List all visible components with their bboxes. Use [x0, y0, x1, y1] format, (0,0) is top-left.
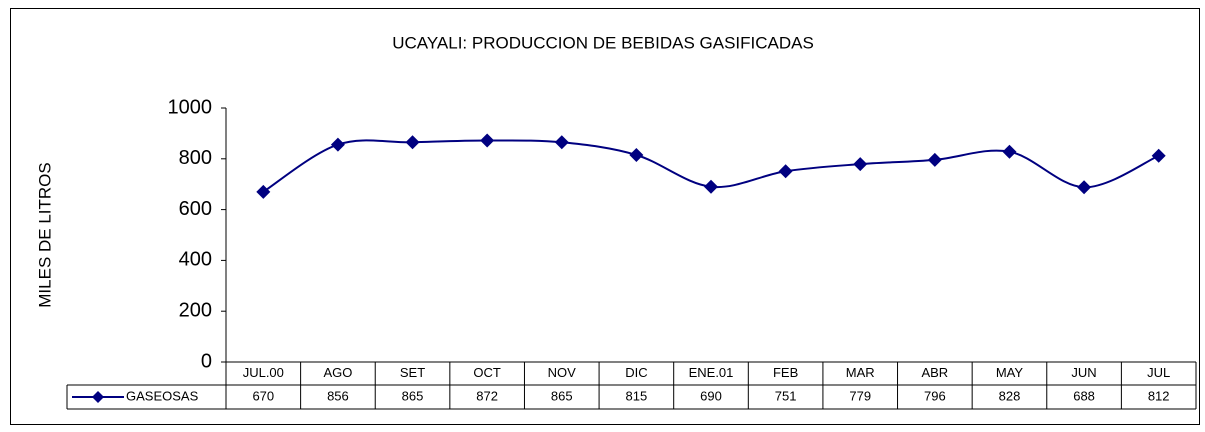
point-marker — [330, 137, 345, 152]
legend-label: GASEOSAS — [126, 388, 199, 403]
x-tick-label: MAY — [996, 365, 1024, 380]
x-tick-label: NOV — [548, 365, 577, 380]
x-tick-label: DIC — [625, 365, 647, 380]
point-marker — [927, 152, 942, 167]
table-value: 670 — [252, 388, 274, 403]
point-marker — [1151, 148, 1166, 163]
y-tick-label: 600 — [179, 198, 212, 220]
x-tick-label: JUL.00 — [243, 365, 284, 380]
table-value: 690 — [700, 388, 722, 403]
point-marker — [853, 157, 868, 172]
x-tick-label: JUL — [1147, 365, 1170, 380]
chart-frame — [10, 8, 1200, 425]
point-marker — [480, 133, 495, 148]
point-marker — [1002, 144, 1017, 159]
x-tick-label: AGO — [323, 365, 352, 380]
table-value: 865 — [402, 388, 424, 403]
table-value: 779 — [849, 388, 871, 403]
table-value: 812 — [1148, 388, 1170, 403]
x-tick-label: SET — [400, 365, 425, 380]
point-marker — [704, 179, 718, 194]
legend-marker — [92, 391, 104, 403]
table-value: 856 — [327, 388, 349, 403]
point-marker — [629, 147, 644, 162]
x-tick-label: ABR — [921, 365, 948, 380]
point-marker — [554, 135, 569, 150]
y-tick-label: 400 — [179, 249, 212, 271]
chart-title: UCAYALI: PRODUCCION DE BEBIDAS GASIFICAD… — [392, 33, 814, 52]
y-tick-label: 0 — [201, 350, 212, 372]
point-marker — [405, 135, 420, 150]
table-value: 865 — [551, 388, 573, 403]
x-tick-label: FEB — [773, 365, 798, 380]
y-axis-label: MILES DE LITROS — [35, 162, 54, 307]
y-tick-label: 1000 — [168, 96, 213, 118]
x-tick-label: JUN — [1071, 365, 1096, 380]
x-tick-label: ENE.01 — [689, 365, 734, 380]
point-marker — [1077, 180, 1092, 195]
point-marker — [778, 164, 793, 179]
y-tick-label: 800 — [179, 147, 212, 169]
y-tick-label: 200 — [179, 299, 212, 321]
point-marker — [256, 184, 271, 199]
x-tick-label: MAR — [846, 365, 875, 380]
table-value: 751 — [775, 388, 797, 403]
table-value: 796 — [924, 388, 946, 403]
x-tick-label: OCT — [473, 365, 501, 380]
table-value: 828 — [999, 388, 1021, 403]
table-value: 815 — [626, 388, 648, 403]
table-value: 688 — [1073, 388, 1095, 403]
table-value: 872 — [476, 388, 498, 403]
